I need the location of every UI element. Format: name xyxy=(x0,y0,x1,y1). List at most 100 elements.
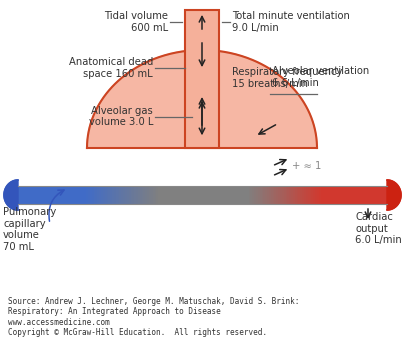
Bar xyxy=(284,186,286,204)
Bar xyxy=(190,186,192,204)
Bar xyxy=(186,186,188,204)
Bar xyxy=(40,186,43,204)
Bar xyxy=(330,186,332,204)
Bar xyxy=(179,186,181,204)
Bar xyxy=(197,186,199,204)
Bar xyxy=(101,186,103,204)
Bar xyxy=(363,186,365,204)
Bar xyxy=(119,186,122,204)
Bar xyxy=(109,186,111,204)
Text: Tidal volume
600 mL: Tidal volume 600 mL xyxy=(104,11,168,33)
Bar xyxy=(278,186,281,204)
Bar xyxy=(350,186,352,204)
Bar xyxy=(29,186,32,204)
Bar xyxy=(293,186,295,204)
Bar xyxy=(288,186,290,204)
Text: + ≈ 1: + ≈ 1 xyxy=(292,161,322,171)
Bar xyxy=(260,186,262,204)
Bar xyxy=(57,186,59,204)
Bar xyxy=(138,186,140,204)
Bar xyxy=(247,186,249,204)
Bar xyxy=(282,186,284,204)
Bar xyxy=(308,186,310,204)
Bar xyxy=(322,186,325,204)
Bar xyxy=(315,186,318,204)
Bar xyxy=(359,186,362,204)
Bar xyxy=(321,186,323,204)
Bar xyxy=(265,186,268,204)
Bar xyxy=(210,186,212,204)
Bar xyxy=(352,186,354,204)
Bar xyxy=(200,186,203,204)
Bar xyxy=(252,186,255,204)
Bar xyxy=(97,186,100,204)
Bar xyxy=(376,186,378,204)
Bar xyxy=(221,186,223,204)
Bar xyxy=(302,186,305,204)
Bar xyxy=(125,186,127,204)
Bar xyxy=(249,186,251,204)
Bar xyxy=(219,186,222,204)
Bar xyxy=(99,186,102,204)
Bar xyxy=(22,186,24,204)
Bar xyxy=(60,186,63,204)
Bar xyxy=(114,186,116,204)
Bar xyxy=(92,186,94,204)
Bar xyxy=(263,186,266,204)
Bar xyxy=(155,186,157,204)
Bar xyxy=(51,186,53,204)
Bar xyxy=(306,186,308,204)
Bar xyxy=(298,186,301,204)
Bar xyxy=(66,186,68,204)
Bar xyxy=(225,186,227,204)
Bar xyxy=(62,186,65,204)
Bar xyxy=(166,186,168,204)
Bar xyxy=(361,186,364,204)
Bar xyxy=(42,186,44,204)
Bar xyxy=(59,186,61,204)
Bar xyxy=(49,186,52,204)
Bar xyxy=(317,186,319,204)
Bar xyxy=(185,10,219,148)
Text: Cardiac
output
6.0 L/min: Cardiac output 6.0 L/min xyxy=(355,212,402,245)
Bar xyxy=(132,186,135,204)
Bar xyxy=(269,186,271,204)
Bar xyxy=(228,186,231,204)
Bar xyxy=(90,186,92,204)
Bar xyxy=(226,186,229,204)
Bar xyxy=(140,186,142,204)
Bar xyxy=(34,186,37,204)
Bar xyxy=(232,186,234,204)
Text: Anatomical dead
space 160 mL: Anatomical dead space 160 mL xyxy=(68,57,153,79)
Bar xyxy=(27,186,30,204)
Bar xyxy=(206,186,209,204)
Bar xyxy=(254,186,256,204)
Bar xyxy=(173,186,175,204)
Bar xyxy=(286,186,288,204)
Bar xyxy=(213,186,216,204)
Bar xyxy=(68,186,70,204)
Bar xyxy=(149,186,151,204)
Bar xyxy=(241,186,243,204)
Bar xyxy=(136,186,139,204)
Bar xyxy=(223,186,225,204)
Bar xyxy=(73,186,76,204)
Bar xyxy=(117,186,120,204)
Bar xyxy=(374,186,376,204)
Bar xyxy=(304,186,306,204)
Bar xyxy=(47,186,50,204)
Text: Pulmonary
capillary
volume
70 mL: Pulmonary capillary volume 70 mL xyxy=(3,207,56,252)
Bar xyxy=(180,186,183,204)
Bar xyxy=(309,186,312,204)
Bar xyxy=(122,186,124,204)
Bar xyxy=(160,186,162,204)
Bar xyxy=(275,186,277,204)
Bar xyxy=(383,186,386,204)
Bar xyxy=(271,186,273,204)
Bar xyxy=(151,186,153,204)
Bar xyxy=(31,186,33,204)
Bar xyxy=(75,186,77,204)
Bar xyxy=(295,186,297,204)
Bar xyxy=(129,186,131,204)
Bar xyxy=(345,186,347,204)
